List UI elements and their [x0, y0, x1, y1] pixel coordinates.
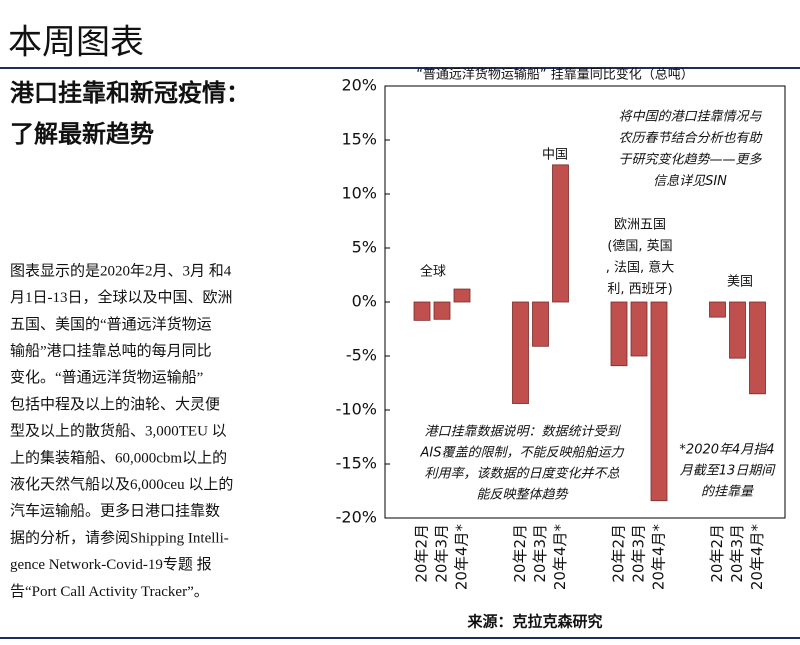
y-tick-label: 10% [341, 184, 377, 203]
bar [433, 301, 451, 320]
bar [749, 301, 766, 395]
y-tick-label: -20% [336, 508, 377, 527]
body-text: 液化天然气船以及6,000ceu 以上的 [10, 476, 233, 493]
y-tick-label: -15% [336, 454, 377, 473]
body-text: 图表显示的是2020年2月、3月 和4 [10, 262, 232, 279]
bar [610, 301, 628, 367]
bar [729, 301, 746, 359]
bar [650, 301, 668, 502]
body-text: 据的分析，请参阅Shipping Intelli- [10, 529, 229, 546]
bar [532, 301, 549, 347]
source: 来源：克拉克森研究 [466, 613, 602, 631]
annotation: 利用率，该数据的日度变化并不总 [424, 466, 619, 482]
group-label: (德国, 英国 [607, 239, 672, 254]
x-tick-label: 20年4月* [650, 524, 668, 591]
x-tick-label: 20年2月 [511, 524, 529, 583]
body-text: 汽车运输船。更多日港口挂靠数 [10, 503, 220, 520]
bar [413, 301, 431, 321]
body-text: 上的集装箱船、60,000cbm以上的 [10, 449, 227, 466]
annotation: *2020年4月指4 [679, 443, 774, 458]
x-tick-label: 20年3月 [433, 524, 451, 583]
bar [453, 288, 471, 303]
body-text: 型及以上的散货船、3,000TEU 以 [10, 423, 227, 440]
annotation: 港口挂靠数据说明：数据统计受到 [424, 425, 621, 440]
body-text: 输船”港口挂靠总吨的每月同比 [10, 343, 212, 360]
group-label: 中国 [542, 148, 568, 163]
body-text: gence Network-Covid-19专题 报 [10, 556, 212, 573]
x-tick-label: 20年3月 [728, 524, 746, 583]
y-tick-label: 15% [341, 130, 377, 149]
bar [709, 301, 726, 318]
y-tick-label: 0% [352, 292, 377, 311]
x-tick-label: 20年4月* [551, 524, 569, 591]
bar [630, 301, 648, 357]
subtitle: 港口挂靠和新冠疫情： [10, 79, 250, 107]
x-tick-label: 20年4月* [748, 524, 766, 591]
y-tick-label: 5% [352, 238, 377, 257]
x-tick-label: 20年3月 [630, 524, 648, 583]
group-label: 利, 西班牙) [607, 282, 672, 297]
body-text: 包括中程及以上的油轮、大灵便 [10, 396, 220, 413]
body-text: 五国、美国的“普通远洋货物运 [10, 316, 212, 333]
x-tick-label: 20年3月 [531, 524, 549, 583]
annotation: 的挂靠量 [701, 485, 755, 500]
annotation: 将中国的港口挂靠情况与 [618, 110, 762, 125]
page-title: 本周图表 [8, 23, 144, 63]
bar [552, 164, 569, 303]
group-label: 全球 [420, 264, 446, 280]
chart-title: “普通远洋货物运输船” 挂靠量同比变化（总吨） [416, 67, 694, 83]
x-tick-label: 20年4月* [453, 524, 471, 591]
annotation: 能反映整体趋势 [476, 488, 569, 503]
x-tick-label: 20年2月 [708, 524, 726, 583]
body-text: 变化。“普通远洋货物运输船” [10, 369, 203, 386]
body-text: 月1日-13日，全球以及中国、欧洲 [10, 288, 233, 306]
x-tick-label: 20年2月 [610, 524, 628, 583]
body-text: 告“Port Call Activity Tracker”。 [10, 583, 209, 600]
y-tick-label: -10% [336, 400, 377, 419]
subtitle: 了解最新趋势 [10, 120, 154, 148]
annotation: 于研究变化趋势——更多 [618, 152, 762, 168]
annotation: AIS覆盖的限制，不能反映船舶运力 [420, 446, 625, 461]
annotation: 信息详见SIN [653, 173, 727, 189]
x-tick-label: 20年2月 [413, 524, 431, 583]
y-tick-label: -5% [346, 346, 377, 365]
group-label: , 法国, 意大 [606, 260, 675, 276]
group-label: 美国 [727, 275, 753, 290]
bar [512, 301, 529, 404]
annotation: 月截至13日期间 [680, 464, 777, 479]
group-label: 欧洲五国 [614, 218, 666, 233]
annotation: 农历春节结合分析也有助 [618, 131, 763, 146]
y-tick-label: 20% [341, 76, 377, 95]
